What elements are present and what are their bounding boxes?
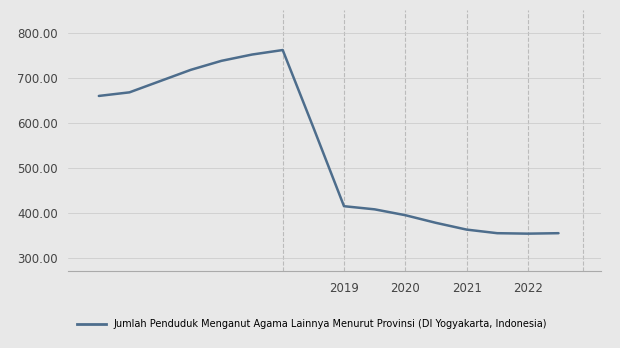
Legend: Jumlah Penduduk Menganut Agama Lainnya Menurut Provinsi (DI Yogyakarta, Indonesi: Jumlah Penduduk Menganut Agama Lainnya M…: [73, 315, 551, 333]
